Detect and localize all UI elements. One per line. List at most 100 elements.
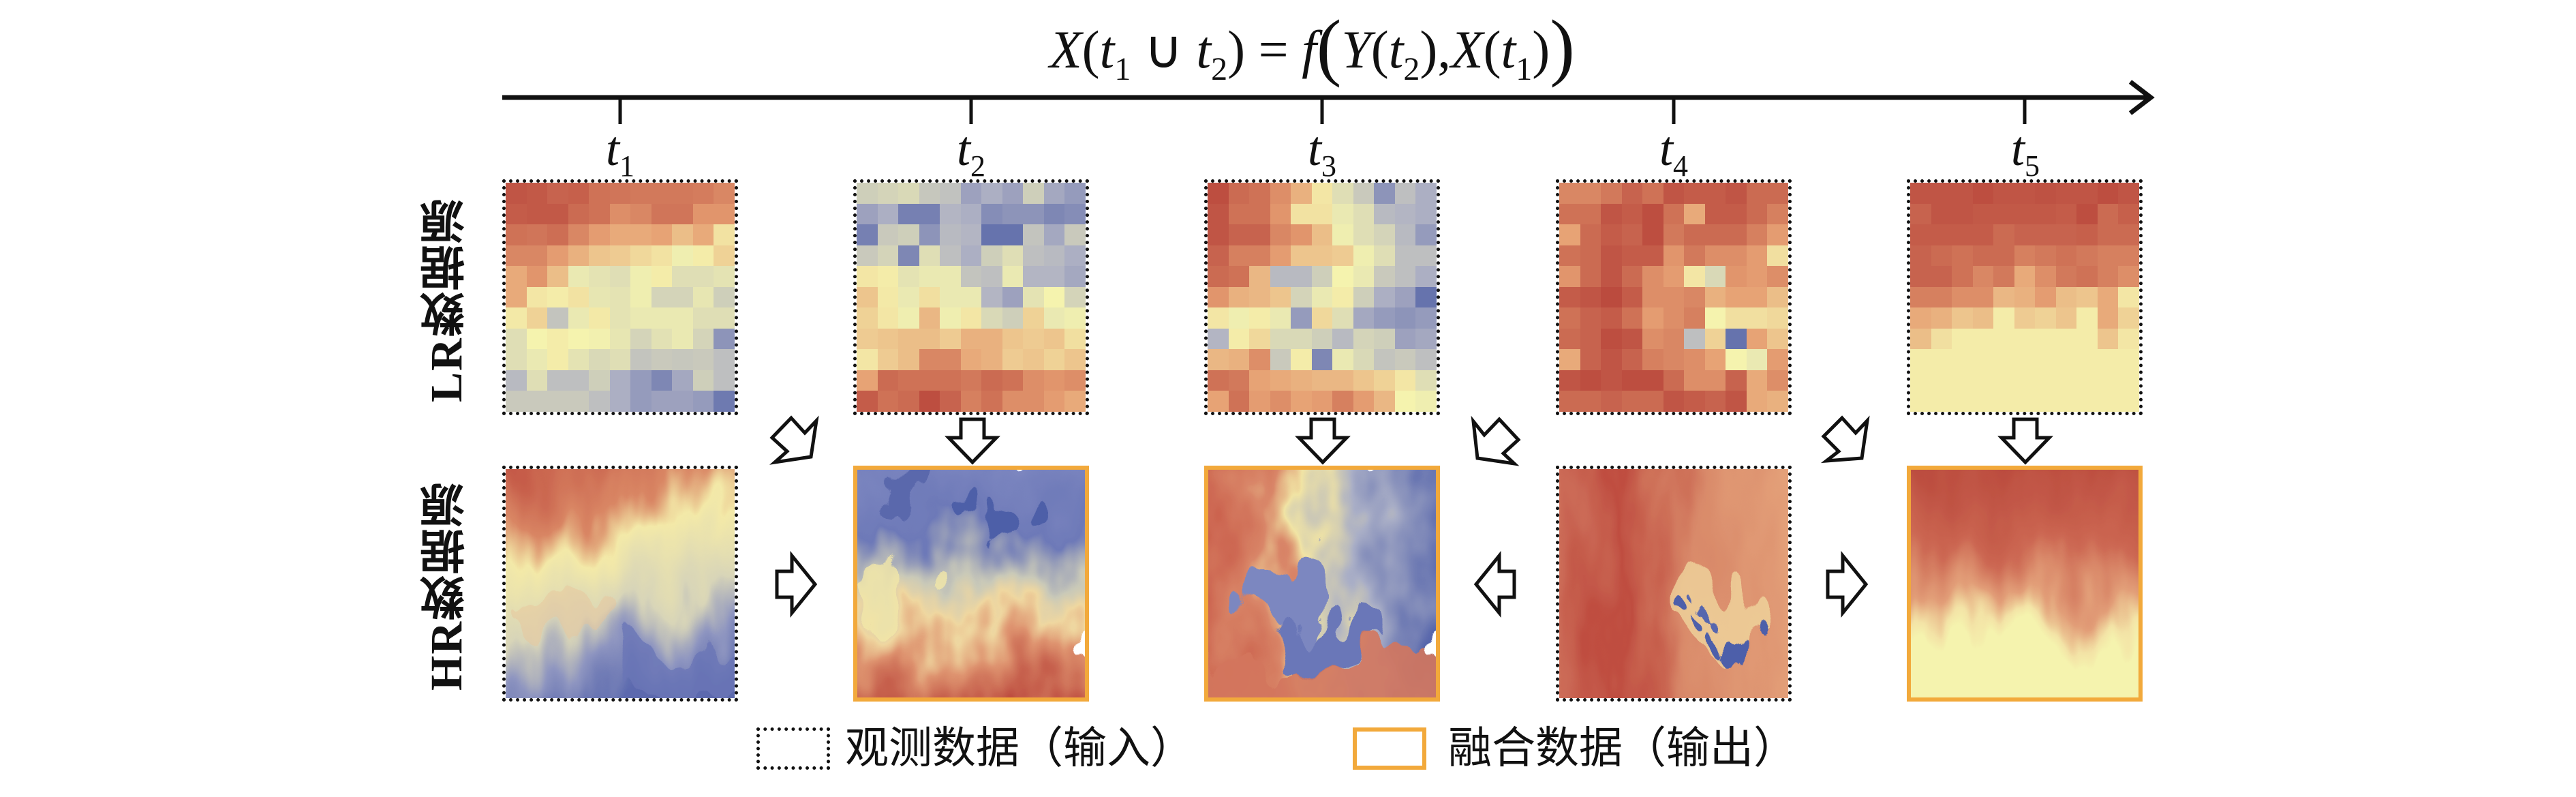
grid-cell <box>589 391 610 412</box>
grid-cell <box>940 307 961 329</box>
grid-cell <box>692 349 714 370</box>
grid-cell <box>1332 224 1353 245</box>
grid-cell <box>1663 203 1685 225</box>
grid-cell <box>1064 307 1086 329</box>
grid-cell <box>1931 370 1952 391</box>
grid-cell <box>2097 203 2119 225</box>
grid-cell <box>1931 183 1952 204</box>
grid-cell <box>960 370 982 391</box>
grid-cell <box>2076 307 2098 329</box>
grid-cell <box>981 391 1002 412</box>
grid-cell <box>1043 391 1065 412</box>
grid-cell <box>672 224 693 245</box>
grid-cell <box>2118 307 2139 329</box>
legend-fused-label: 融合数据（输出） <box>1448 723 1797 774</box>
grid-cell <box>1952 203 1973 225</box>
grid-cell <box>857 266 878 287</box>
grid-cell <box>2014 183 2036 204</box>
grid-cell <box>630 286 651 308</box>
grid-cell <box>1559 245 1580 267</box>
formula-t: t <box>1196 20 1212 79</box>
grid-cell <box>1663 391 1685 412</box>
lr-panel-t5 <box>1907 179 2143 415</box>
grid-cell <box>1559 203 1580 225</box>
grid-cell <box>1559 224 1580 245</box>
grid-cell <box>1415 183 1437 204</box>
grid-cell <box>1374 245 1395 267</box>
grid-cell <box>568 245 589 267</box>
grid-cell <box>692 286 714 308</box>
grid-cell <box>1952 245 1973 267</box>
grid-cell <box>1704 370 1726 391</box>
grid-cell <box>1746 183 1768 204</box>
formula-t: t <box>1099 20 1115 79</box>
grid-cell <box>2035 349 2056 370</box>
grid-cell <box>589 224 610 245</box>
grid-cell <box>1910 286 1931 308</box>
grid-cell <box>672 391 693 412</box>
grid-cell <box>960 224 982 245</box>
grid-cell <box>877 203 899 225</box>
grid-cell <box>1270 245 1291 267</box>
arrow-left-icon <box>1473 550 1516 618</box>
grid-cell <box>568 307 589 329</box>
grid-cell <box>981 370 1002 391</box>
hr-image-t3 <box>1208 470 1436 697</box>
grid-cell <box>1394 328 1416 350</box>
grid-cell <box>526 224 548 245</box>
grid-cell <box>1002 224 1024 245</box>
grid-cell <box>1580 391 1601 412</box>
grid-cell <box>1642 203 1663 225</box>
grid-cell <box>1270 183 1291 204</box>
grid-cell <box>1952 307 1973 329</box>
grid-cell <box>981 245 1002 267</box>
grid-cell <box>1993 349 2014 370</box>
grid-cell <box>526 245 548 267</box>
grid-cell <box>589 203 610 225</box>
grid-cell <box>714 370 735 391</box>
grid-cell <box>1415 307 1437 329</box>
grid-cell <box>1972 349 1994 370</box>
grid-cell <box>1726 286 1747 308</box>
lr-panel-t1 <box>502 179 738 415</box>
grid-cell <box>2076 266 2098 287</box>
grid-cell <box>630 349 651 370</box>
grid-cell <box>898 370 919 391</box>
grid-cell <box>1043 328 1065 350</box>
grid-cell <box>1910 370 1931 391</box>
grid-cell <box>1642 286 1663 308</box>
lr-row-label: LR数据源 <box>422 198 472 402</box>
grid-cell <box>1726 307 1747 329</box>
grid-cell <box>1642 266 1663 287</box>
grid-cell <box>919 224 940 245</box>
grid-cell <box>1931 245 1952 267</box>
grid-cell <box>1415 224 1437 245</box>
grid-cell <box>919 266 940 287</box>
grid-cell <box>1767 203 1788 225</box>
grid-cell <box>1580 328 1601 350</box>
grid-cell <box>1746 391 1768 412</box>
grid-cell <box>1023 224 1044 245</box>
grid-cell <box>1394 307 1416 329</box>
grid-cell <box>589 307 610 329</box>
grid-cell <box>1910 349 1931 370</box>
grid-cell <box>1684 183 1705 204</box>
lr-panel-t4 <box>1556 179 1792 415</box>
grid-cell <box>1249 370 1270 391</box>
grid-cell <box>630 370 651 391</box>
grid-cell <box>589 245 610 267</box>
grid-cell <box>1332 203 1353 225</box>
grid-cell <box>857 391 878 412</box>
grid-cell <box>857 286 878 308</box>
grid-cell <box>1353 245 1375 267</box>
grid-cell <box>1228 328 1250 350</box>
grid-cell <box>1374 370 1395 391</box>
grid-cell <box>1993 224 2014 245</box>
grid-cell <box>981 307 1002 329</box>
grid-cell <box>1394 266 1416 287</box>
grid-cell <box>1291 266 1312 287</box>
grid-cell <box>960 183 982 204</box>
grid-cell <box>1208 286 1229 308</box>
grid-cell <box>1415 391 1437 412</box>
grid-cell <box>1043 307 1065 329</box>
